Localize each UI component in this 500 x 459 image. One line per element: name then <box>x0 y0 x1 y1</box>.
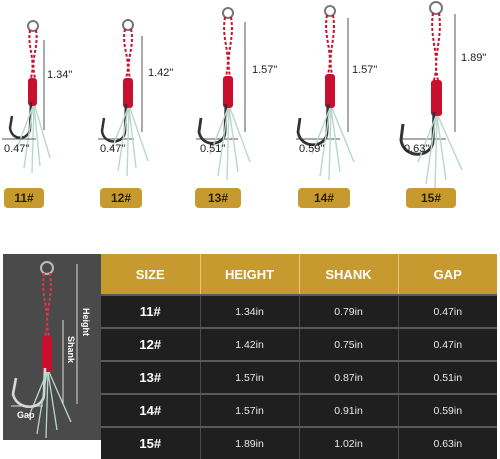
hook-12-illustration <box>100 19 149 177</box>
cell-height: 1.89in <box>200 426 300 459</box>
cell-gap: 0.47in <box>398 294 497 328</box>
hook-13-length-label: 1.57" <box>252 64 278 76</box>
cell-height: 1.57in <box>200 393 300 427</box>
size-badge-11: 11# <box>4 188 44 208</box>
hook-14-illustration <box>296 5 355 181</box>
header-gap: GAP <box>398 254 497 295</box>
cell-shank: 0.87in <box>299 360 399 394</box>
hook-11-illustration <box>8 20 51 174</box>
cell-gap: 0.63in <box>398 426 497 459</box>
diagram-shank-label: Shank <box>66 336 76 364</box>
cell-shank: 0.91in <box>299 393 399 427</box>
cell-size: 14# <box>101 393 201 427</box>
table-header-row: SIZE HEIGHT SHANK GAP <box>101 254 497 295</box>
table-row: 12# 1.42in 0.75in 0.47in <box>101 327 497 361</box>
cell-size: 13# <box>101 360 201 394</box>
cell-gap: 0.47in <box>398 327 497 361</box>
size-badge-13: 13# <box>195 188 241 208</box>
table-row: 13# 1.57in 0.87in 0.51in <box>101 360 497 394</box>
hook-11-gap-label: 0.47" <box>4 143 30 155</box>
cell-size: 11# <box>101 294 201 328</box>
hook-13-illustration <box>197 7 251 181</box>
hook-14-length-label: 1.57" <box>352 64 378 76</box>
hook-15-length-label: 1.89" <box>461 52 487 64</box>
cell-height: 1.42in <box>200 327 300 361</box>
hook-13-gap-label: 0.51" <box>200 143 226 155</box>
diagram-gap-label: Gap <box>17 410 35 420</box>
cell-size: 12# <box>101 327 201 361</box>
cell-height: 1.34in <box>200 294 300 328</box>
header-height: HEIGHT <box>200 254 300 295</box>
measurement-lines <box>2 14 456 140</box>
cell-gap: 0.51in <box>398 360 497 394</box>
cell-shank: 0.79in <box>299 294 399 328</box>
cell-shank: 1.02in <box>299 426 399 459</box>
diagram-height-label: Height <box>81 308 91 336</box>
size-spec-table: SIZE HEIGHT SHANK GAP 11# 1.34in 0.79in … <box>101 254 497 459</box>
hook-14-gap-label: 0.59" <box>299 143 325 155</box>
table-row: 14# 1.57in 0.91in 0.59in <box>101 393 497 427</box>
hook-15-illustration <box>399 1 463 189</box>
cell-shank: 0.75in <box>299 327 399 361</box>
size-badge-14: 14# <box>298 188 350 208</box>
hook-12-length-label: 1.42" <box>148 67 174 79</box>
hook-dimension-diagram: Height Shank Gap <box>11 261 91 439</box>
table-row: 11# 1.34in 0.79in 0.47in <box>101 294 497 328</box>
hook-12-gap-label: 0.47" <box>100 143 126 155</box>
cell-size: 15# <box>101 426 201 459</box>
header-size: SIZE <box>101 254 201 295</box>
size-badge-12: 12# <box>100 188 142 208</box>
cell-gap: 0.59in <box>398 393 497 427</box>
table-row: 15# 1.89in 1.02in 0.63in <box>101 426 497 459</box>
hook-11-length-label: 1.34" <box>47 69 73 81</box>
hook-15-gap-label: 0.63" <box>404 143 430 155</box>
header-shank: SHANK <box>299 254 399 295</box>
size-badge-15: 15# <box>406 188 456 208</box>
cell-height: 1.57in <box>200 360 300 394</box>
